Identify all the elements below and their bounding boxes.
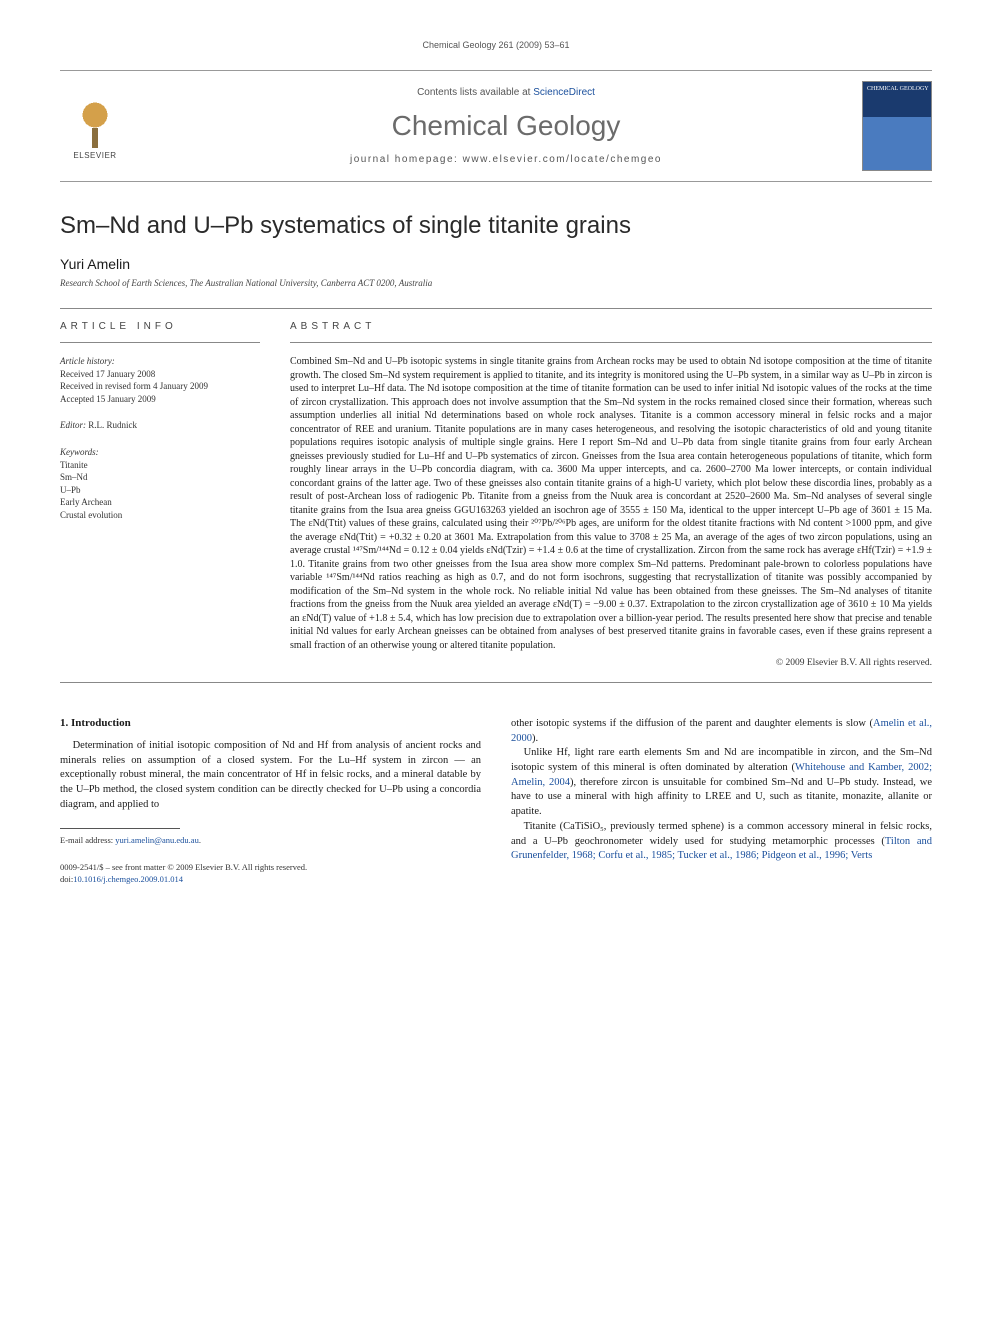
doi-link[interactable]: 10.1016/j.chemgeo.2009.01.014 bbox=[73, 874, 183, 884]
running-header: Chemical Geology 261 (2009) 53–61 bbox=[60, 40, 932, 50]
homepage-url: www.elsevier.com/locate/chemgeo bbox=[463, 154, 662, 165]
bottom-row: 0009-2541/$ – see front matter © 2009 El… bbox=[60, 862, 481, 884]
history-label: Article history: bbox=[60, 355, 260, 368]
keyword: Titanite bbox=[60, 459, 260, 472]
abstract-text: Combined Sm–Nd and U–Pb isotopic systems… bbox=[290, 355, 932, 652]
keywords-label: Keywords: bbox=[60, 446, 260, 459]
issn-block: 0009-2541/$ – see front matter © 2009 El… bbox=[60, 862, 307, 884]
editor-label: Editor: bbox=[60, 420, 86, 430]
body-paragraph: Titanite (CaTiSiO₅, previously termed sp… bbox=[511, 820, 932, 864]
body-paragraph: Unlike Hf, light rare earth elements Sm … bbox=[511, 746, 932, 819]
article-title: Sm–Nd and U–Pb systematics of single tit… bbox=[60, 212, 932, 240]
period: . bbox=[199, 835, 201, 845]
author-name: Yuri Amelin bbox=[60, 256, 932, 272]
text-run: ). bbox=[532, 733, 538, 744]
received-date: Received 17 January 2008 bbox=[60, 368, 260, 381]
divider bbox=[290, 342, 932, 343]
body-right-column: other isotopic systems if the diffusion … bbox=[511, 717, 932, 885]
contents-available-line: Contents lists available at ScienceDirec… bbox=[150, 87, 862, 98]
divider bbox=[60, 308, 932, 309]
text-run: Titanite (CaTiSiO₅, previously termed sp… bbox=[511, 821, 932, 847]
journal-masthead: ELSEVIER Contents lists available at Sci… bbox=[60, 70, 932, 182]
given: U–Pb bbox=[60, 484, 260, 497]
journal-cover-thumbnail: CHEMICAL GEOLOGY bbox=[862, 81, 932, 171]
article-info-heading: article info bbox=[60, 321, 260, 332]
keyword: Sm–Nd bbox=[60, 471, 260, 484]
editor-name: R.L. Rudnick bbox=[86, 420, 137, 430]
author-email-link[interactable]: yuri.amelin@anu.edu.au bbox=[115, 835, 199, 845]
keywords-block: Keywords: Titanite Sm–Nd U–Pb Early Arch… bbox=[60, 446, 260, 522]
corresponding-footnote: E-mail address: yuri.amelin@anu.edu.au. bbox=[60, 835, 481, 846]
text-run: ), therefore zircon is unsuitable for co… bbox=[511, 777, 932, 817]
issn-line: 0009-2541/$ – see front matter © 2009 El… bbox=[60, 862, 307, 873]
elsevier-label: ELSEVIER bbox=[73, 151, 116, 160]
contents-prefix: Contents lists available at bbox=[417, 87, 533, 98]
text-run: other isotopic systems if the diffusion … bbox=[511, 718, 873, 729]
info-abstract-row: article info Article history: Received 1… bbox=[60, 321, 932, 668]
body-two-column: 1. Introduction Determination of initial… bbox=[60, 717, 932, 885]
keyword: Crustal evolution bbox=[60, 509, 260, 522]
masthead-center: Contents lists available at ScienceDirec… bbox=[150, 87, 862, 165]
elsevier-logo: ELSEVIER bbox=[60, 86, 130, 166]
body-paragraph: other isotopic systems if the diffusion … bbox=[511, 717, 932, 746]
doi-label: doi: bbox=[60, 874, 73, 884]
author-affiliation: Research School of Earth Sciences, The A… bbox=[60, 278, 932, 288]
abstract-heading: abstract bbox=[290, 321, 932, 332]
cover-thumb-title: CHEMICAL GEOLOGY bbox=[867, 86, 929, 93]
article-history-block: Article history: Received 17 January 200… bbox=[60, 355, 260, 405]
copyright-line: © 2009 Elsevier B.V. All rights reserved… bbox=[290, 658, 932, 668]
divider bbox=[60, 682, 932, 683]
sciencedirect-link[interactable]: ScienceDirect bbox=[533, 87, 595, 98]
abstract-column: abstract Combined Sm–Nd and U–Pb isotopi… bbox=[290, 321, 932, 668]
body-left-column: 1. Introduction Determination of initial… bbox=[60, 717, 481, 885]
email-label: E-mail address: bbox=[60, 835, 115, 845]
elsevier-tree-icon bbox=[70, 93, 120, 148]
body-paragraph: Determination of initial isotopic compos… bbox=[60, 739, 481, 812]
journal-name: Chemical Geology bbox=[150, 110, 862, 142]
revised-date: Received in revised form 4 January 2009 bbox=[60, 380, 260, 393]
article-info-column: article info Article history: Received 1… bbox=[60, 321, 260, 668]
homepage-prefix: journal homepage: bbox=[350, 154, 463, 165]
divider bbox=[60, 342, 260, 343]
journal-homepage-line: journal homepage: www.elsevier.com/locat… bbox=[150, 154, 862, 165]
footnote-rule bbox=[60, 828, 180, 829]
editor-block: Editor: R.L. Rudnick bbox=[60, 419, 260, 432]
keyword: Early Archean bbox=[60, 496, 260, 509]
section-heading-introduction: 1. Introduction bbox=[60, 717, 481, 729]
accepted-date: Accepted 15 January 2009 bbox=[60, 393, 260, 406]
